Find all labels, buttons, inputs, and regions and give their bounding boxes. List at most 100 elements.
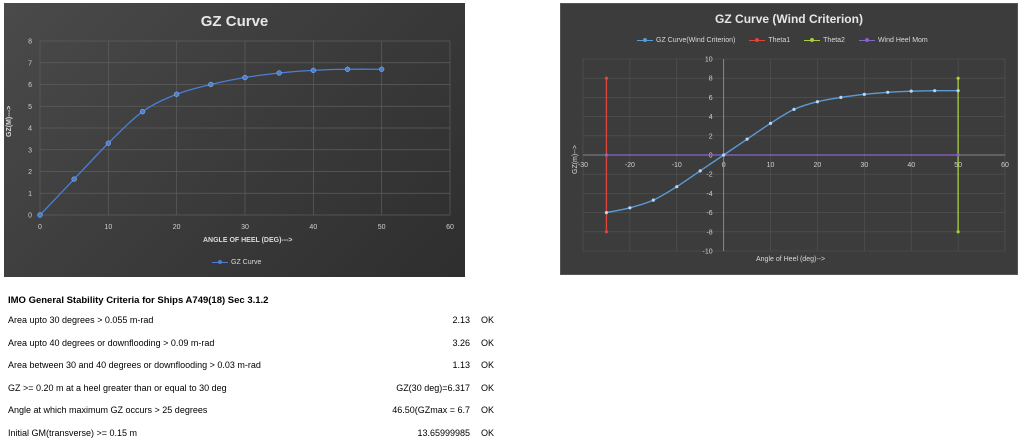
data-point — [242, 74, 248, 81]
criteria-label: Area upto 40 degrees or downflooding > 0… — [8, 337, 215, 348]
y-tick-label: -10 — [703, 249, 713, 256]
y-tick-label: 4 — [709, 114, 713, 121]
gz-curve-plot: 0 1 2 3 4 5 6 7 8 0 10 20 30 40 50 60 — [28, 39, 454, 232]
y-tick-label: -6 — [706, 210, 712, 217]
chart-title: GZ Curve — [200, 13, 269, 30]
criteria-label: Angle at which maximum GZ occurs > 25 de… — [8, 405, 208, 415]
gz-curve-chart: 0 1 2 3 4 5 6 7 8 0 10 20 30 40 50 60 GZ Curve ANGLE OF… — [4, 3, 465, 277]
data-point — [722, 153, 726, 157]
x-tick-label: 10 — [767, 162, 775, 169]
data-point — [745, 137, 749, 141]
data-point — [698, 169, 702, 173]
stability-criteria-table: IMO General Stability Criteria for Ships… — [8, 293, 498, 446]
chart-title: GZ Curve (Wind Criterion) — [715, 12, 863, 26]
legend-item: Theta2 — [804, 37, 845, 44]
data-point — [792, 107, 796, 111]
legend-item: Theta1 — [749, 37, 790, 44]
data-point — [839, 95, 843, 99]
data-point — [604, 230, 609, 234]
y-tick-label: 2 — [28, 169, 32, 176]
legend-swatch — [637, 38, 653, 42]
data-point — [651, 198, 655, 202]
data-point — [604, 76, 609, 80]
y-tick-label: -8 — [706, 229, 712, 236]
gz-wind-criterion-chart: -10-8-6-4-20246810-30-20-100102030405060… — [560, 3, 1018, 275]
data-point — [604, 153, 609, 157]
legend-label: Wind Heel Mom — [877, 37, 928, 44]
x-tick-label: 30 — [241, 224, 249, 231]
y-tick-label: 2 — [709, 133, 713, 140]
legend-label: GZ Curve(Wind Criterion) — [656, 37, 736, 44]
legend-label: Theta1 — [768, 37, 791, 44]
y-tick-label: 0 — [28, 213, 32, 220]
y-axis-label: GZ(M)---> — [6, 105, 13, 137]
criteria-row: Area between 30 and 40 degrees or downfl… — [8, 356, 498, 379]
data-point — [956, 76, 960, 80]
x-tick-label: 0 — [38, 224, 42, 231]
data-point — [344, 66, 351, 72]
y-tick-label: 1 — [28, 191, 32, 198]
criteria-status: OK — [480, 382, 494, 393]
x-tick-label: 50 — [378, 224, 386, 231]
x-tick-label: 40 — [309, 224, 317, 231]
criteria-value: 1.13 — [452, 360, 470, 370]
x-tick-label: 20 — [173, 224, 181, 231]
x-tick-label: 60 — [446, 224, 454, 231]
legend-item: GZ Curve(Wind Criterion) — [637, 37, 735, 44]
criteria-label: Area between 30 and 40 degrees or downfl… — [8, 360, 261, 370]
criteria-row: Area upto 30 degrees > 0.055 m-rad 2.13 … — [8, 311, 498, 334]
y-tick-label: 6 — [28, 82, 32, 89]
data-point — [208, 81, 214, 88]
criteria-status: OK — [480, 427, 494, 438]
y-tick-label: 5 — [28, 104, 32, 111]
data-point — [139, 109, 146, 115]
x-tick-label: 60 — [1001, 162, 1009, 169]
y-tick-label: 8 — [28, 39, 32, 46]
legend-swatch — [749, 38, 766, 42]
criteria-value: 46.50(GZmax = 6.7 — [392, 405, 470, 415]
data-point — [815, 100, 820, 104]
data-point — [956, 153, 960, 157]
legend-swatch — [804, 38, 821, 42]
x-axis-label: ANGLE OF HEEL (DEG)---> — [203, 237, 293, 244]
x-tick-label: 10 — [104, 224, 112, 231]
y-tick-label: 7 — [28, 60, 32, 67]
criteria-value: 3.26 — [452, 337, 470, 348]
x-tick-label: 20 — [814, 162, 822, 169]
criteria-label: Initial GM(transverse) >= 0.15 m — [8, 427, 138, 438]
criteria-row: Angle at which maximum GZ occurs > 25 de… — [8, 401, 498, 424]
y-tick-label: 3 — [28, 147, 32, 154]
data-point — [886, 90, 890, 94]
legend-label: Theta2 — [823, 37, 845, 44]
x-axis-label: Angle of Heel (deg)--> — [756, 256, 826, 263]
data-point — [174, 91, 180, 97]
x-tick-label: 40 — [907, 162, 915, 169]
y-tick-label: 4 — [28, 126, 32, 133]
criteria-row: Initial GM(transverse) >= 0.15 m 13.6599… — [8, 424, 498, 447]
x-tick-label: -10 — [672, 162, 682, 169]
criteria-row: GZ >= 0.20 m at a heel greater than or e… — [8, 379, 498, 402]
y-tick-label: -4 — [706, 191, 712, 198]
y-tick-label: -2 — [706, 172, 712, 179]
data-point — [956, 230, 960, 234]
x-tick-label: 30 — [860, 162, 868, 169]
data-point — [768, 121, 773, 125]
data-point — [604, 211, 609, 215]
criteria-row: Area upto 40 degrees or downflooding > 0… — [8, 334, 498, 357]
data-point — [105, 140, 111, 146]
criteria-status: OK — [480, 315, 494, 325]
legend: GZ Curve(Wind Criterion) Theta1 Theta2 W… — [637, 37, 928, 44]
data-point — [933, 89, 937, 93]
data-point — [71, 176, 77, 182]
legend-label: GZ Curve — [231, 259, 262, 266]
data-point — [675, 185, 679, 189]
legend-item: Wind Heel Mom — [858, 37, 928, 44]
criteria-status: OK — [480, 405, 494, 415]
y-tick-label: 6 — [709, 95, 713, 102]
criteria-value: 13.65999985 — [417, 427, 470, 438]
y-tick-label: 0 — [709, 153, 713, 160]
x-tick-label: -30 — [578, 162, 588, 169]
legend-swatch — [212, 260, 228, 264]
criteria-value: GZ(30 deg)=6.317 — [396, 382, 470, 393]
